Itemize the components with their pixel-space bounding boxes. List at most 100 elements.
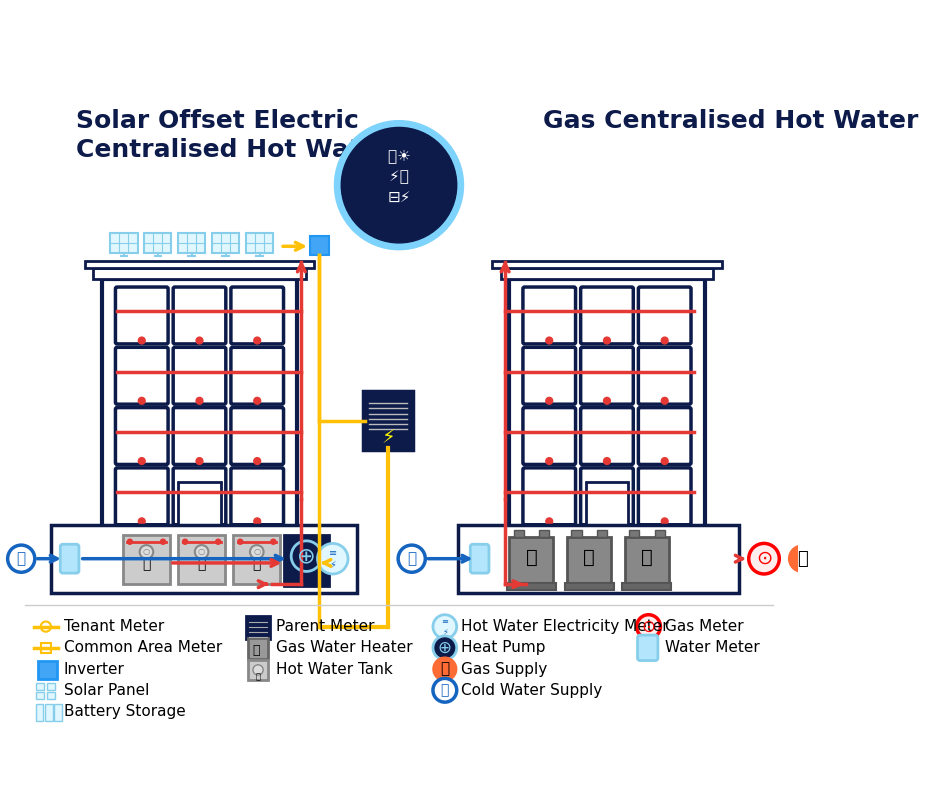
Bar (539, 530, 549, 537)
Text: ⊕: ⊕ (297, 546, 316, 566)
Text: 💧: 💧 (441, 683, 449, 697)
FancyBboxPatch shape (364, 392, 414, 450)
Circle shape (161, 539, 165, 545)
Text: 🔥: 🔥 (253, 644, 260, 657)
Circle shape (254, 458, 260, 464)
Bar (39, 660, 57, 679)
Circle shape (433, 657, 457, 681)
Text: 💧: 💧 (407, 551, 416, 567)
Circle shape (196, 518, 203, 525)
FancyBboxPatch shape (638, 468, 691, 525)
Circle shape (250, 545, 263, 559)
Circle shape (399, 545, 425, 572)
Text: Battery Storage: Battery Storage (64, 704, 185, 719)
Circle shape (662, 337, 668, 344)
Circle shape (546, 337, 553, 344)
FancyBboxPatch shape (470, 545, 489, 573)
Text: ⊕: ⊕ (438, 639, 452, 657)
Bar (123, 535, 170, 584)
Circle shape (196, 458, 203, 464)
FancyBboxPatch shape (523, 468, 575, 525)
Bar (36, 692, 44, 699)
Bar (622, 583, 671, 590)
FancyBboxPatch shape (173, 468, 226, 525)
Bar (36, 704, 43, 721)
Text: 🔥: 🔥 (797, 550, 807, 567)
Bar (45, 704, 53, 721)
Text: Gas Meter: Gas Meter (665, 619, 744, 634)
FancyBboxPatch shape (638, 407, 691, 464)
FancyBboxPatch shape (523, 407, 575, 464)
Bar (509, 537, 554, 585)
FancyBboxPatch shape (581, 468, 634, 525)
Bar (501, 269, 713, 278)
Circle shape (138, 397, 145, 404)
Circle shape (662, 397, 668, 404)
FancyBboxPatch shape (212, 232, 240, 253)
FancyBboxPatch shape (638, 348, 691, 404)
Circle shape (433, 615, 457, 638)
Text: 🔌☀️
⚡🌬️
⊟⚡: 🔌☀️ ⚡🌬️ ⊟⚡ (387, 148, 411, 205)
Text: Cold Water Supply: Cold Water Supply (461, 682, 603, 697)
Circle shape (433, 636, 457, 660)
FancyBboxPatch shape (102, 278, 297, 533)
FancyBboxPatch shape (581, 407, 634, 464)
Text: 💧: 💧 (142, 557, 150, 571)
Circle shape (335, 121, 463, 250)
Circle shape (318, 544, 348, 574)
Bar (565, 583, 614, 590)
Bar (51, 525, 356, 593)
Text: ≡
⚡: ≡ ⚡ (329, 548, 337, 570)
Bar (233, 535, 280, 584)
Bar (625, 537, 669, 585)
Text: Gas Supply: Gas Supply (461, 662, 547, 677)
Circle shape (254, 518, 260, 525)
Text: Tenant Meter: Tenant Meter (64, 619, 164, 634)
Bar (459, 525, 739, 593)
FancyBboxPatch shape (231, 468, 284, 525)
FancyBboxPatch shape (110, 232, 137, 253)
Circle shape (196, 397, 203, 404)
Text: ○: ○ (253, 548, 260, 556)
FancyBboxPatch shape (173, 407, 226, 464)
Circle shape (138, 458, 145, 464)
FancyBboxPatch shape (231, 287, 284, 344)
Bar (248, 638, 268, 659)
Circle shape (195, 545, 209, 559)
Bar (513, 530, 524, 537)
Bar (597, 530, 607, 537)
Bar (572, 530, 582, 537)
Circle shape (254, 337, 260, 344)
Circle shape (238, 539, 243, 545)
Text: ⊙: ⊙ (756, 549, 772, 568)
Bar (248, 660, 268, 680)
Circle shape (603, 518, 610, 525)
Bar (654, 530, 665, 537)
Text: Hot Water Electricity Meter: Hot Water Electricity Meter (461, 619, 668, 634)
Text: 🔥: 🔥 (440, 662, 449, 677)
Circle shape (749, 544, 779, 574)
Text: Gas Water Heater: Gas Water Heater (276, 641, 413, 656)
Bar (310, 236, 328, 255)
Circle shape (603, 337, 610, 344)
Text: ⊙: ⊙ (642, 618, 655, 636)
Bar (55, 704, 62, 721)
Circle shape (138, 518, 145, 525)
Circle shape (603, 397, 610, 404)
Text: Parent Meter: Parent Meter (276, 619, 374, 634)
FancyBboxPatch shape (246, 232, 274, 253)
FancyBboxPatch shape (581, 287, 634, 344)
Circle shape (789, 545, 816, 572)
FancyBboxPatch shape (116, 348, 168, 404)
Text: Gas Centralised Hot Water: Gas Centralised Hot Water (543, 109, 918, 132)
Bar (47, 692, 55, 699)
Bar (47, 683, 55, 690)
FancyBboxPatch shape (637, 635, 658, 660)
Circle shape (138, 337, 145, 344)
Circle shape (603, 458, 610, 464)
FancyBboxPatch shape (581, 348, 634, 404)
Circle shape (196, 337, 203, 344)
Text: Solar Offset Electric
Centralised Hot Water: Solar Offset Electric Centralised Hot Wa… (76, 109, 391, 162)
Bar (586, 482, 628, 533)
Text: 💧: 💧 (197, 557, 206, 571)
